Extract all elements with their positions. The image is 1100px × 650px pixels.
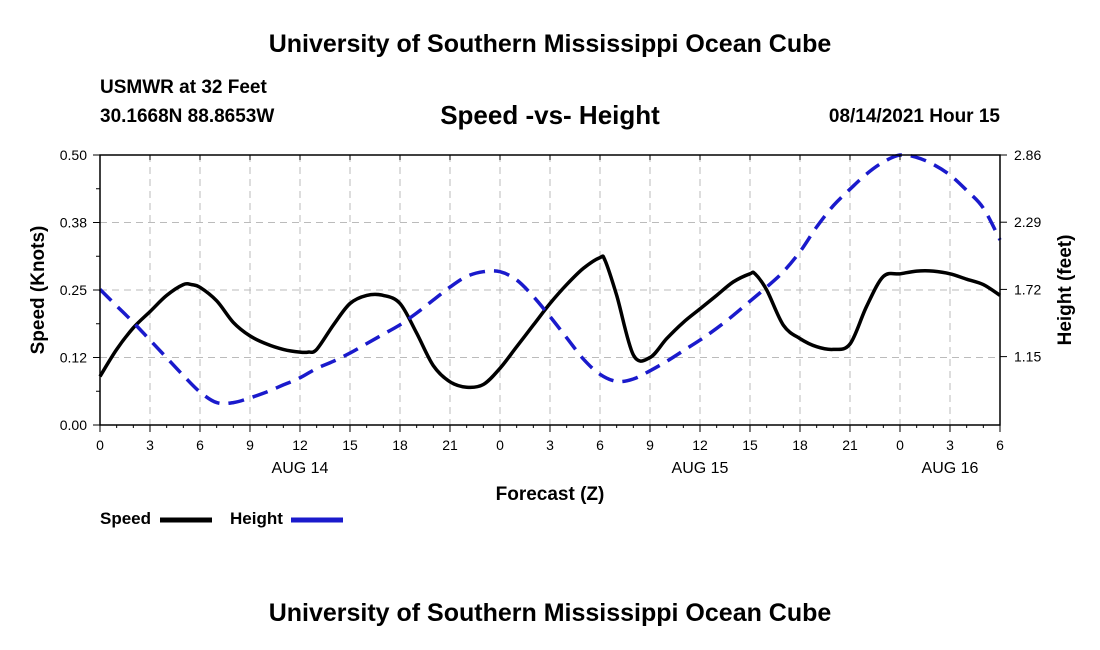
x-axis-label: Forecast (Z) [496,484,605,505]
y-tick-label: 0.50 [60,147,87,163]
speed-series-line [98,254,1001,390]
y-tick-label: 0.25 [60,282,87,298]
x-tick-label: 3 [146,437,154,453]
page-title: University of Southern Mississippi Ocean… [268,30,832,58]
date-label: AUG 14 [272,460,329,477]
x-tick-label: 6 [596,437,604,453]
x-tick-label: 21 [442,437,458,453]
x-tick-label: 3 [546,437,554,453]
forecast-timestamp: 08/14/2021 Hour 15 [828,106,1000,127]
y2-tick-label: 2.86 [1014,147,1041,163]
y2-axis-label: Height (feet) [1055,235,1076,346]
series-layer [98,153,1002,406]
x-tick-label: 9 [246,437,254,453]
y-axis-label: Speed (Knots) [28,226,49,355]
y2-tick-label: 2.29 [1014,214,1041,230]
y-tick-label: 0.12 [60,350,87,366]
x-tick-label: 3 [946,437,954,453]
x-tick-label: 18 [792,437,808,453]
y2-tick-label: 1.15 [1014,349,1041,365]
y2-tick-label: 1.72 [1014,281,1041,297]
x-tick-label: 12 [692,437,708,453]
station-name: USMWR at 32 Feet [100,77,267,98]
station-coordinates: 30.1668N 88.8653W [100,106,275,127]
x-tick-label: 12 [292,437,308,453]
y-tick-label: 0.38 [60,215,87,231]
x-tick-label: 0 [96,437,104,453]
legend-height-label: Height [230,509,283,528]
y-tick-label: 0.00 [60,417,87,433]
date-label: AUG 15 [672,460,729,477]
legend-speed-label: Speed [100,509,152,528]
x-tick-label: 15 [742,437,758,453]
grid-layer [100,155,1000,425]
x-tick-label: 9 [646,437,654,453]
x-tick-label: 15 [342,437,358,453]
x-tick-label: 0 [896,437,904,453]
axis-layer: 0 3 6 9 12 15 18 21 0 3 6 9 12 15 18 21 0 3 6 0.00 0.12 0.25 0… [60,147,1042,477]
footer-title: University of Southern Mississippi Ocean… [268,599,832,627]
x-tick-label: 21 [842,437,858,453]
chart-title: Speed -vs- Height [440,100,660,130]
height-series-line [98,153,1002,406]
x-tick-label: 6 [996,437,1004,453]
x-tick-label: 18 [392,437,408,453]
x-tick-label: 0 [496,437,504,453]
date-label: AUG 16 [922,460,979,477]
x-tick-label: 6 [196,437,204,453]
